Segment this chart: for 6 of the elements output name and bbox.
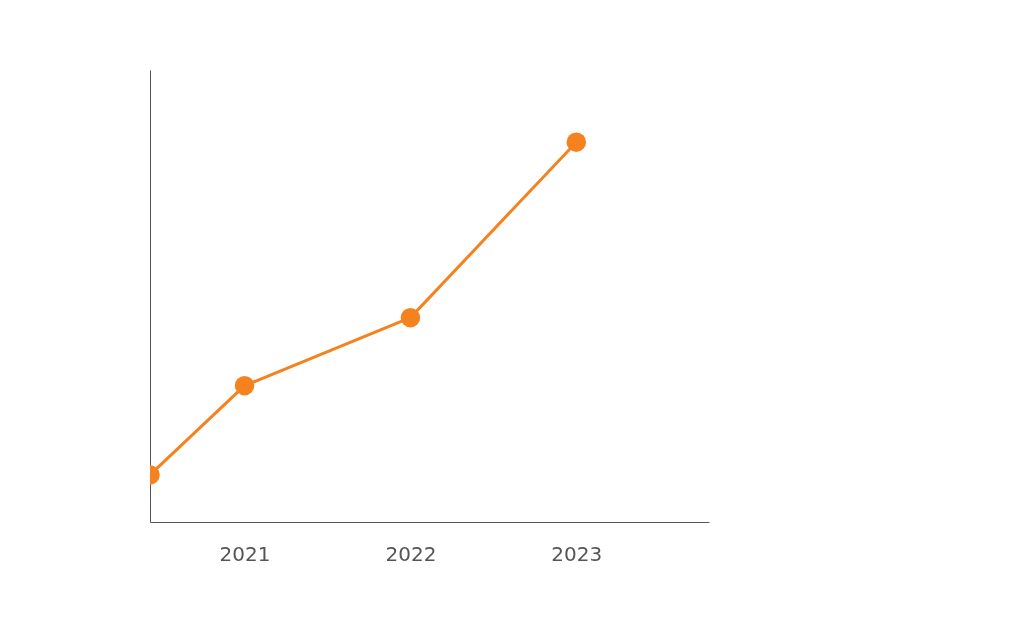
- point: [234, 375, 255, 396]
- point: [566, 132, 587, 152]
- point: [400, 307, 421, 328]
- x-tick-label: 2022: [385, 541, 437, 566]
- x-tick-label: 2021: [219, 541, 271, 566]
- x-tick-label: 2023: [551, 541, 603, 566]
